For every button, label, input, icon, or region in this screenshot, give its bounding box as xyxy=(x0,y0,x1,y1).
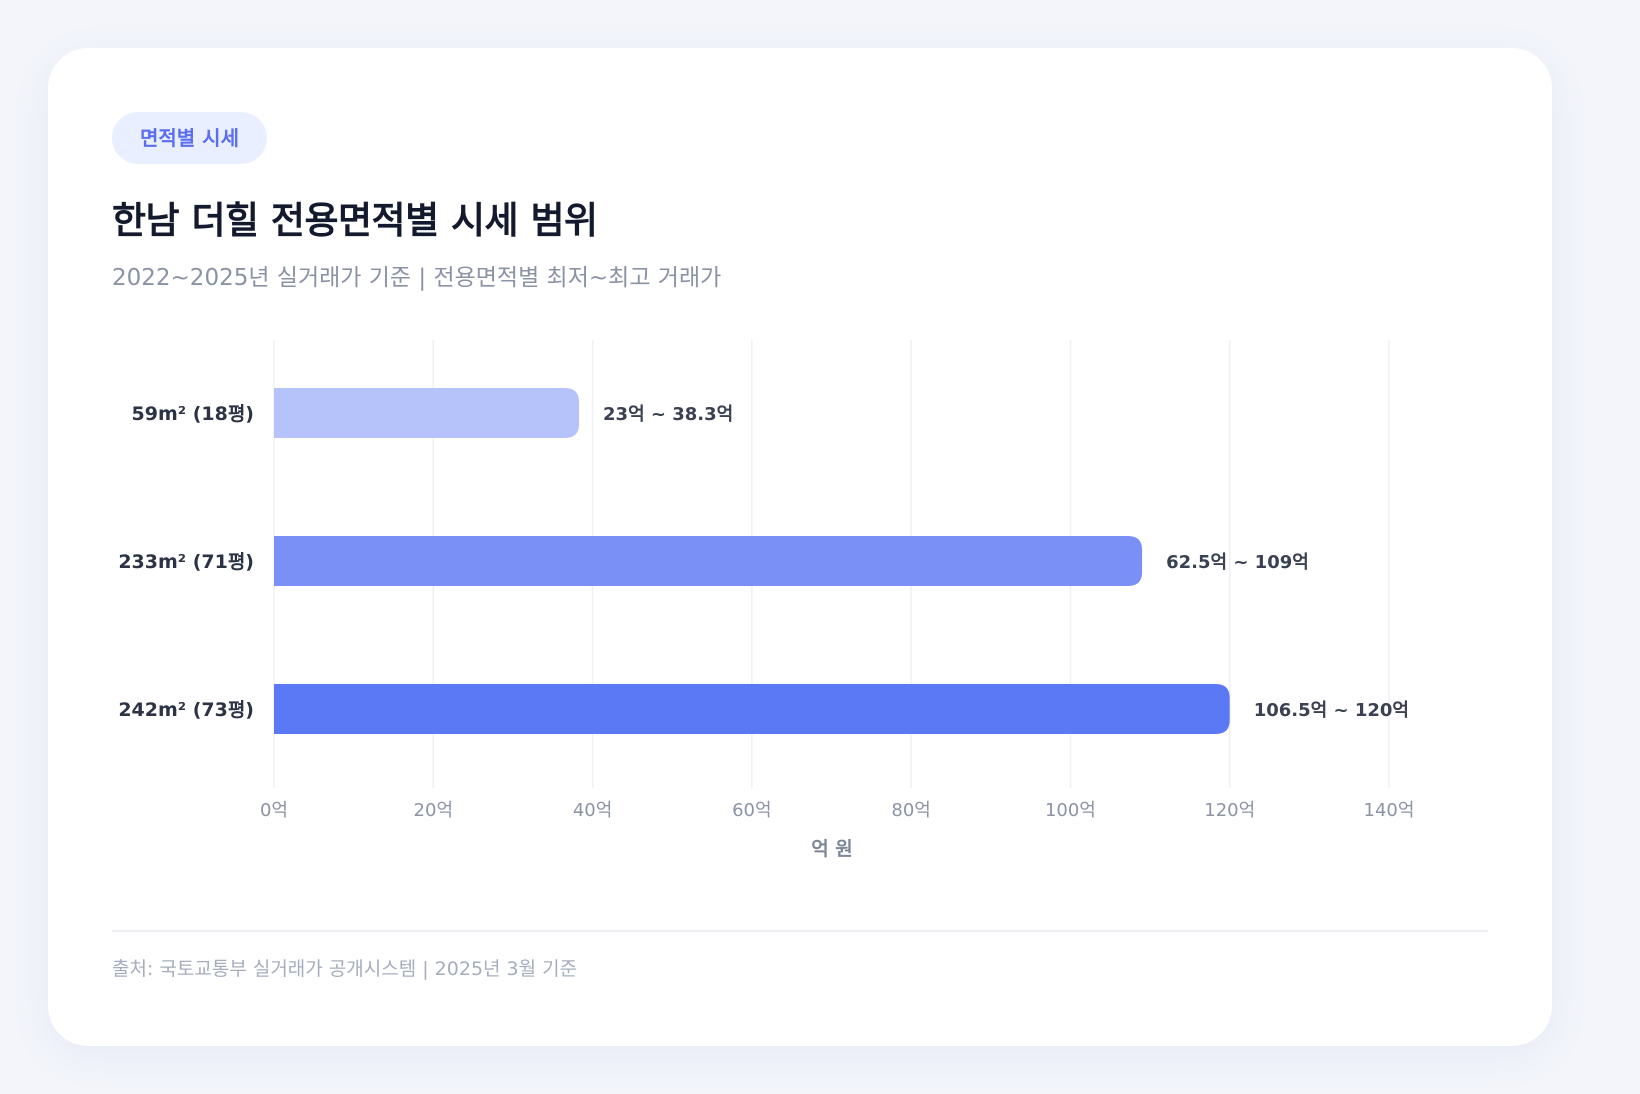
bar xyxy=(274,536,1143,586)
category-label: 242m² (73평) xyxy=(118,699,254,721)
x-tick-label: 40억 xyxy=(573,800,612,821)
x-tick-label: 100억 xyxy=(1045,800,1096,821)
category-label: 59m² (18평) xyxy=(132,403,254,425)
x-tick-label: 140억 xyxy=(1364,800,1415,821)
x-tick-label: 60억 xyxy=(732,800,771,821)
x-axis-title: 억 원 xyxy=(811,838,853,860)
x-tick-label: 80억 xyxy=(891,800,930,821)
source-note: 출처: 국토교통부 실거래가 공개시스템 | 2025년 3월 기준 xyxy=(112,958,578,980)
chart-card: 면적별 시세 한남 더힐 전용면적별 시세 범위 2022~2025년 실거래가… xyxy=(48,48,1552,1046)
footer-divider xyxy=(112,930,1488,932)
category-badge: 면적별 시세 xyxy=(112,112,267,164)
bar-value-label: 106.5억 ~ 120억 xyxy=(1254,700,1409,721)
category-label: 233m² (71평) xyxy=(118,551,254,573)
chart-subtitle: 2022~2025년 실거래가 기준 | 전용면적별 최저~최고 거래가 xyxy=(112,265,722,291)
bar-layer xyxy=(274,388,1230,734)
bar xyxy=(274,388,580,438)
label-layer: 0억 20억 40억 60억 80억 100억 120억 140억 59m² (18평) 23억 … xyxy=(118,403,1414,821)
x-tick-label: 0억 xyxy=(260,800,288,821)
bar-value-label: 23억 ~ 38.3억 xyxy=(603,404,733,425)
range-bar-chart: 0억 20억 40억 60억 80억 100억 120억 140억 59m² (18평) 23억 … xyxy=(118,340,1414,860)
bar xyxy=(274,684,1230,734)
x-tick-label: 20억 xyxy=(414,800,453,821)
bar-value-label: 62.5억 ~ 109억 xyxy=(1166,552,1309,573)
x-tick-label: 120억 xyxy=(1204,800,1255,821)
chart-title: 한남 더힐 전용면적별 시세 범위 xyxy=(112,199,598,242)
